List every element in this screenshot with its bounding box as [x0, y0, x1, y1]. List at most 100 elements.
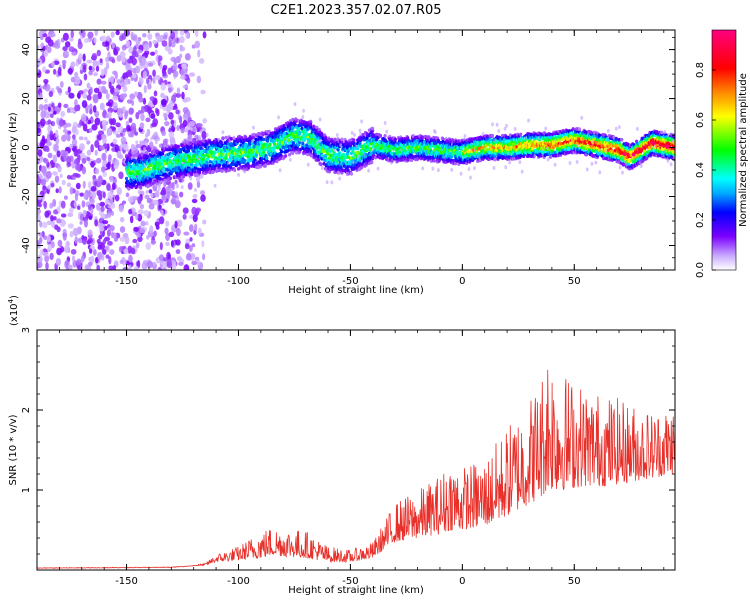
- heatmap-cell: [130, 31, 134, 39]
- heatmap-cell: [93, 72, 98, 77]
- heatmap-cell: [70, 30, 75, 39]
- heatmap-cell: [175, 249, 181, 255]
- heatmap-cell: [97, 175, 103, 185]
- heatmap-cell: [133, 266, 140, 270]
- heatmap-cell: [102, 220, 109, 225]
- heatmap-cell: [180, 68, 186, 77]
- heatmap-cell: [160, 82, 167, 91]
- heatmap-cell: [71, 138, 78, 147]
- heatmap-cell: [66, 174, 72, 180]
- heatmap-cell: [194, 40, 201, 49]
- heatmap-cell: [118, 113, 124, 118]
- heatmap-cell: [57, 165, 62, 173]
- heatmap-cell: [43, 104, 49, 111]
- heatmap-cell: [130, 143, 135, 152]
- heatmap-cell: [108, 265, 114, 270]
- heatmap-cell: [162, 257, 167, 262]
- heatmap-cell: [132, 238, 138, 244]
- heatmap-cell: [60, 213, 67, 218]
- heatmap-cell: [325, 180, 329, 185]
- heatmap-cell: [360, 119, 363, 124]
- heatmap-cell: [102, 238, 107, 245]
- heatmap-cell: [143, 146, 146, 151]
- heatmap-cell: [108, 256, 112, 265]
- heatmap-cell: [164, 179, 168, 183]
- heatmap-cell: [183, 264, 190, 270]
- heatmap-cell: [182, 113, 189, 121]
- heatmap-cell: [108, 81, 112, 89]
- heatmap-cell: [86, 149, 92, 156]
- heatmap-cell: [309, 149, 313, 154]
- heatmap-cell: [97, 252, 102, 261]
- heatmap-cell: [144, 133, 149, 138]
- heatmap-cell: [181, 63, 187, 70]
- heatmap-cell: [51, 219, 55, 228]
- heatmap-cell: [191, 243, 196, 248]
- heatmap-cell: [74, 236, 78, 244]
- heatmap-cell: [159, 242, 163, 251]
- heatmap-cell: [80, 255, 85, 263]
- heatmap-cell: [89, 108, 93, 115]
- heatmap-cell: [172, 140, 176, 145]
- heatmap-cell: [188, 151, 192, 156]
- heatmap-cell: [184, 243, 190, 250]
- heatmap-cell: [152, 118, 159, 126]
- heatmap-cell: [188, 244, 193, 252]
- heatmap-cell: [49, 252, 54, 261]
- heatmap-cell: [61, 59, 67, 65]
- heatmap-cell: [157, 137, 161, 142]
- heatmap-cell: [111, 182, 116, 191]
- heatmap-cell: [69, 207, 74, 214]
- heatmap-cell: [66, 161, 72, 168]
- heatmap-cell: [273, 142, 277, 146]
- heatmap-cell: [112, 264, 117, 270]
- heatmap-cell: [96, 157, 102, 164]
- heatmap-cell: [333, 137, 337, 142]
- heatmap-cell: [105, 92, 110, 100]
- heatmap-cell: [135, 242, 140, 249]
- heatmap-cell: [119, 226, 126, 233]
- heatmap-cell: [54, 175, 60, 183]
- heatmap-cell: [116, 187, 122, 196]
- heatmap-cell: [155, 189, 160, 198]
- heatmap-cell: [137, 213, 143, 222]
- heatmap-cell: [131, 51, 135, 56]
- heatmap-cell: [60, 149, 65, 157]
- heatmap-cell: [71, 51, 77, 56]
- heatmap-cell: [87, 229, 93, 236]
- heatmap-cell: [109, 249, 115, 255]
- heatmap-cell: [89, 103, 93, 111]
- heatmap-cell: [89, 86, 93, 95]
- heatmap-cell: [135, 140, 139, 145]
- heatmap-cell: [139, 227, 146, 234]
- heatmap-cell: [87, 189, 91, 198]
- heatmap-cell: [37, 127, 41, 134]
- heatmap-cell: [53, 105, 60, 112]
- heatmap-cell: [172, 175, 176, 180]
- heatmap-cell: [350, 130, 354, 135]
- heatmap-cell: [116, 150, 122, 159]
- heatmap-cell: [120, 81, 126, 88]
- heatmap-cell: [166, 167, 170, 172]
- heatmap-cell: [139, 185, 143, 189]
- heatmap-cell: [98, 130, 105, 136]
- heatmap-cell: [224, 135, 228, 140]
- heatmap-cell: [152, 76, 156, 84]
- heatmap-cell: [75, 76, 81, 83]
- heatmap-cell: [42, 235, 48, 240]
- heatmap-cell: [163, 112, 168, 118]
- heatmap-cell: [96, 202, 101, 211]
- heatmap-cell: [298, 130, 302, 135]
- heatmap-cell: [197, 227, 202, 236]
- heatmap-cell: [129, 159, 133, 163]
- heatmap-cell: [142, 97, 147, 105]
- heatmap-cell: [121, 200, 127, 205]
- heatmap-cell: [176, 87, 181, 94]
- heatmap-cell: [171, 263, 177, 270]
- heatmap-cell: [199, 129, 203, 134]
- heatmap-cell: [44, 210, 50, 218]
- heatmap-cell: [179, 53, 183, 59]
- heatmap-cell: [52, 171, 58, 176]
- heatmap-cell: [144, 50, 150, 56]
- heatmap-cell: [166, 262, 173, 269]
